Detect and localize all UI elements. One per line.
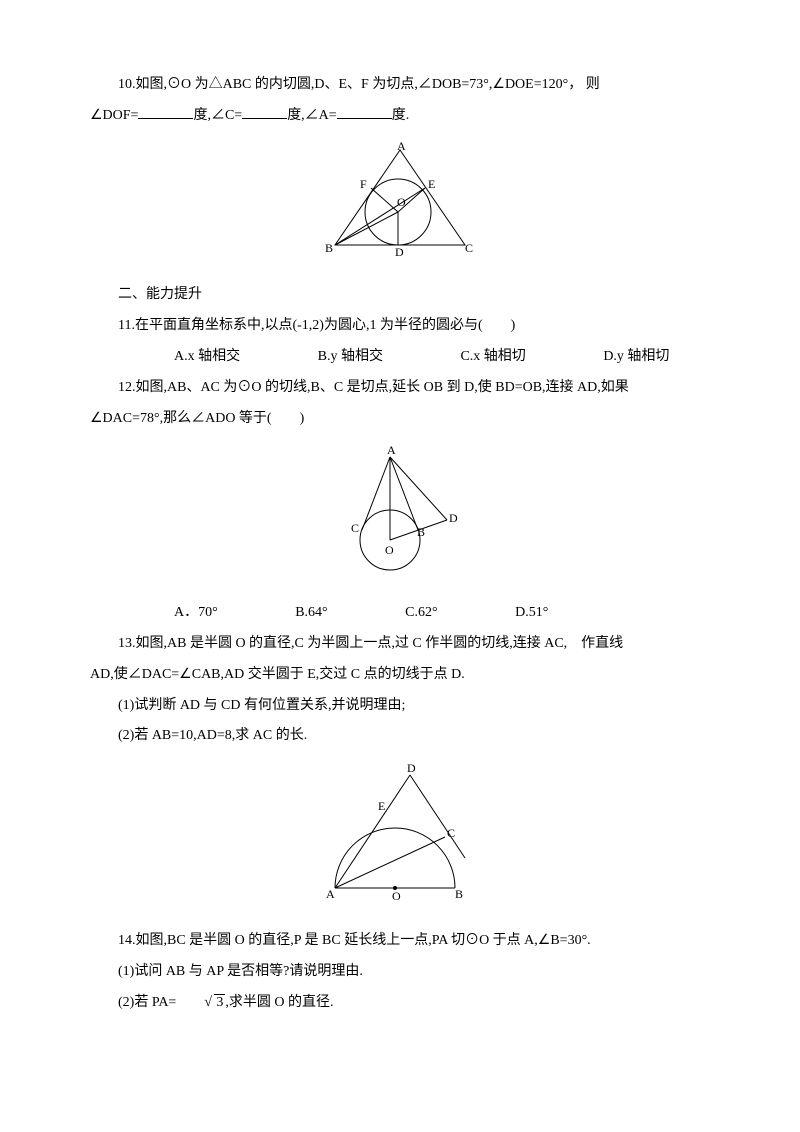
fig13-label-c: C xyxy=(447,826,455,840)
figure-q13: A B C D E O xyxy=(90,760,710,918)
q12-options: A．70° B.64° C.62° D.51° xyxy=(90,598,710,629)
q13-line2: AD,使∠DAC=∠CAB,AD 交半圆于 E,交过 C 点的切线于点 D. xyxy=(90,660,710,691)
q14-sub1: (1)试问 AB 与 AP 是否相等?请说明理由. xyxy=(90,957,710,988)
q14-sub2-pre: (2)若 PA= xyxy=(118,995,176,1010)
q14-line1: 14.如图,BC 是半圆 O 的直径,P 是 BC 延长线上一点,PA 切⊙O … xyxy=(90,926,710,957)
q11-opt-d: D.y 轴相切 xyxy=(561,342,669,373)
figure-q12: A B C D O xyxy=(90,442,710,590)
q12-opt-d: D.51° xyxy=(473,598,548,629)
fig10-label-o: O xyxy=(397,195,406,209)
q12-opt-c: C.62° xyxy=(363,598,437,629)
fig12-label-d: D xyxy=(449,511,458,525)
fig10-label-d: D xyxy=(395,245,404,259)
fig12-label-b: B xyxy=(417,525,425,539)
q12-opt-a: A．70° xyxy=(132,598,218,629)
document-page: 10.如图,⊙O 为△ABC 的内切圆,D、E、F 为切点,∠DOB=73°,∠… xyxy=(0,0,800,1058)
fig10-label-b: B xyxy=(325,241,333,255)
q11-text: 11.在平面直角坐标系中,以点(-1,2)为圆心,1 为半径的圆必与( ) xyxy=(90,311,710,342)
fig13-label-o: O xyxy=(392,889,401,903)
figure-q10: A B C D E F O xyxy=(90,140,710,273)
fig12-label-c: C xyxy=(351,521,359,535)
fig10-label-a: A xyxy=(397,140,406,153)
fig13-label-b: B xyxy=(455,887,463,901)
section-2-heading: 二、能力提升 xyxy=(90,280,710,311)
q14-sub2: (2)若 PA= 3,求半圆 O 的直径. xyxy=(90,988,710,1019)
q13-sub2: (2)若 AB=10,AD=8,求 AC 的长. xyxy=(90,721,710,752)
q11-opt-a: A.x 轴相交 xyxy=(132,342,240,373)
q12-opt-b: B.64° xyxy=(253,598,327,629)
fig10-label-e: E xyxy=(428,177,435,191)
fig13-label-d: D xyxy=(407,761,416,775)
q14-sqrt-value: 3 xyxy=(214,994,225,1010)
q10-line2: ∠DOF=度,∠C=度,∠A=度. xyxy=(90,101,710,132)
fig13-label-a: A xyxy=(326,887,335,901)
fig12-label-a: A xyxy=(387,443,396,457)
fig12-label-o: O xyxy=(385,543,394,557)
fig10-label-c: C xyxy=(465,241,473,255)
q11-opt-b: B.y 轴相交 xyxy=(276,342,383,373)
q14-sub2-post: ,求半圆 O 的直径. xyxy=(225,995,333,1010)
fig10-label-f: F xyxy=(360,177,367,191)
q12-line2: ∠DAC=78°,那么∠ADO 等于( ) xyxy=(90,404,710,435)
q13-line1: 13.如图,AB 是半圆 O 的直径,C 为半圆上一点,过 C 作半圆的切线,连… xyxy=(90,629,710,660)
q11-opt-c: C.x 轴相切 xyxy=(418,342,525,373)
q13-sub1: (1)试判断 AD 与 CD 有何位置关系,并说明理由; xyxy=(90,691,710,722)
q12-line1: 12.如图,AB、AC 为⊙O 的切线,B、C 是切点,延长 OB 到 D,使 … xyxy=(90,373,710,404)
fig13-label-e: E xyxy=(378,799,385,813)
q11-options: A.x 轴相交 B.y 轴相交 C.x 轴相切 D.y 轴相切 xyxy=(90,342,710,373)
q10-line1: 10.如图,⊙O 为△ABC 的内切圆,D、E、F 为切点,∠DOB=73°,∠… xyxy=(90,70,710,101)
